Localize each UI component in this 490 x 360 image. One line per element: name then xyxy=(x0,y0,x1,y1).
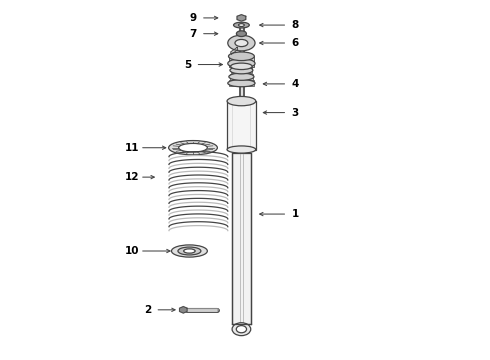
Text: 11: 11 xyxy=(125,143,139,153)
Ellipse shape xyxy=(179,143,207,152)
Ellipse shape xyxy=(227,96,256,106)
Ellipse shape xyxy=(228,59,255,68)
Text: 3: 3 xyxy=(292,108,299,118)
Bar xyxy=(232,153,251,324)
Ellipse shape xyxy=(229,73,254,80)
Bar xyxy=(227,101,256,149)
Ellipse shape xyxy=(228,52,254,60)
Text: 5: 5 xyxy=(184,59,191,69)
Bar xyxy=(231,67,252,73)
Text: 1: 1 xyxy=(292,209,299,219)
Text: 10: 10 xyxy=(125,246,139,256)
Polygon shape xyxy=(180,307,187,313)
Bar xyxy=(239,22,244,153)
Ellipse shape xyxy=(231,60,252,67)
Ellipse shape xyxy=(184,249,195,253)
Ellipse shape xyxy=(239,24,245,27)
Polygon shape xyxy=(231,47,238,54)
Bar xyxy=(232,61,251,67)
Text: 4: 4 xyxy=(292,79,299,89)
Ellipse shape xyxy=(178,247,201,255)
Ellipse shape xyxy=(169,140,218,155)
Ellipse shape xyxy=(227,146,256,153)
Ellipse shape xyxy=(228,35,255,51)
Bar xyxy=(229,80,254,86)
Ellipse shape xyxy=(231,63,252,69)
Ellipse shape xyxy=(234,54,249,61)
Text: 8: 8 xyxy=(292,20,299,30)
Ellipse shape xyxy=(230,67,253,74)
Ellipse shape xyxy=(236,31,246,37)
Ellipse shape xyxy=(235,40,248,46)
Text: 9: 9 xyxy=(190,13,196,23)
Text: 12: 12 xyxy=(125,172,139,182)
Text: 7: 7 xyxy=(189,29,196,39)
Polygon shape xyxy=(237,15,246,21)
Bar xyxy=(230,74,253,80)
Ellipse shape xyxy=(234,22,249,28)
Ellipse shape xyxy=(236,325,246,333)
Bar xyxy=(228,56,254,67)
Ellipse shape xyxy=(228,80,255,87)
Ellipse shape xyxy=(172,245,207,257)
Ellipse shape xyxy=(232,323,251,336)
Text: 6: 6 xyxy=(292,38,299,48)
Text: 2: 2 xyxy=(144,305,151,315)
